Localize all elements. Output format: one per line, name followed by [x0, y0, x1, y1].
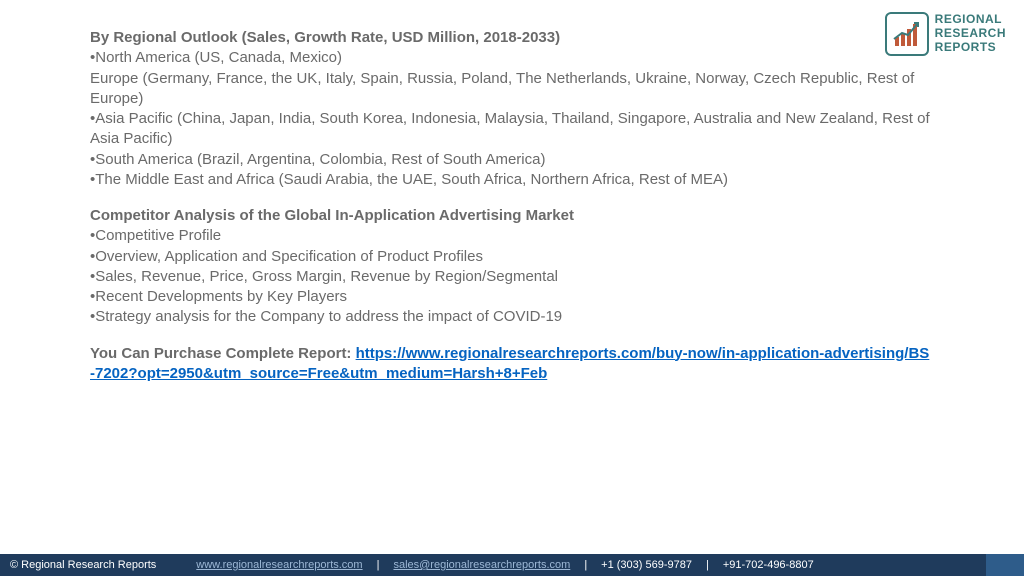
bullet-line: •Sales, Revenue, Price, Gross Margin, Re…	[90, 267, 934, 287]
brand-line: REGIONAL	[935, 13, 1006, 27]
footer-phone1: +1 (303) 569-9787	[601, 559, 692, 571]
footer-sep: |	[706, 559, 709, 571]
footer-accent	[986, 554, 1024, 576]
purchase-block: You Can Purchase Complete Report: https:…	[90, 344, 934, 385]
footer-website-link[interactable]: www.regionalresearchreports.com	[196, 559, 362, 571]
footer-bar: © Regional Research Reports www.regional…	[0, 554, 1024, 576]
brand-line: REPORTS	[935, 41, 1006, 55]
bullet-line: •The Middle East and Africa (Saudi Arabi…	[90, 170, 934, 190]
purchase-prefix: You Can Purchase Complete Report:	[90, 345, 356, 362]
bullet-line: •Competitive Profile	[90, 226, 934, 246]
chart-growth-icon	[885, 12, 929, 56]
bullet-line: •Asia Pacific (China, Japan, India, Sout…	[90, 109, 934, 150]
bullet-line: •South America (Brazil, Argentina, Colom…	[90, 150, 934, 170]
footer-phone2: +91-702-496-8807	[723, 559, 814, 571]
bullet-line: Europe (Germany, France, the UK, Italy, …	[90, 69, 934, 110]
footer-sep: |	[377, 559, 380, 571]
bullet-line: •Recent Developments by Key Players	[90, 287, 934, 307]
bullet-line: •Strategy analysis for the Company to ad…	[90, 307, 934, 327]
section-heading-competitor: Competitor Analysis of the Global In-App…	[90, 206, 934, 226]
slide-content: By Regional Outlook (Sales, Growth Rate,…	[0, 0, 1024, 384]
footer-email-link[interactable]: sales@regionalresearchreports.com	[393, 559, 570, 571]
brand-logo: REGIONAL RESEARCH REPORTS	[885, 12, 1006, 56]
brand-line: RESEARCH	[935, 27, 1006, 41]
footer-sep: |	[584, 559, 587, 571]
footer-copyright: © Regional Research Reports	[10, 559, 156, 571]
bullet-line: •Overview, Application and Specification…	[90, 247, 934, 267]
section-heading-regional: By Regional Outlook (Sales, Growth Rate,…	[90, 28, 934, 48]
bullet-line: •North America (US, Canada, Mexico)	[90, 48, 934, 68]
brand-name: REGIONAL RESEARCH REPORTS	[935, 13, 1006, 54]
